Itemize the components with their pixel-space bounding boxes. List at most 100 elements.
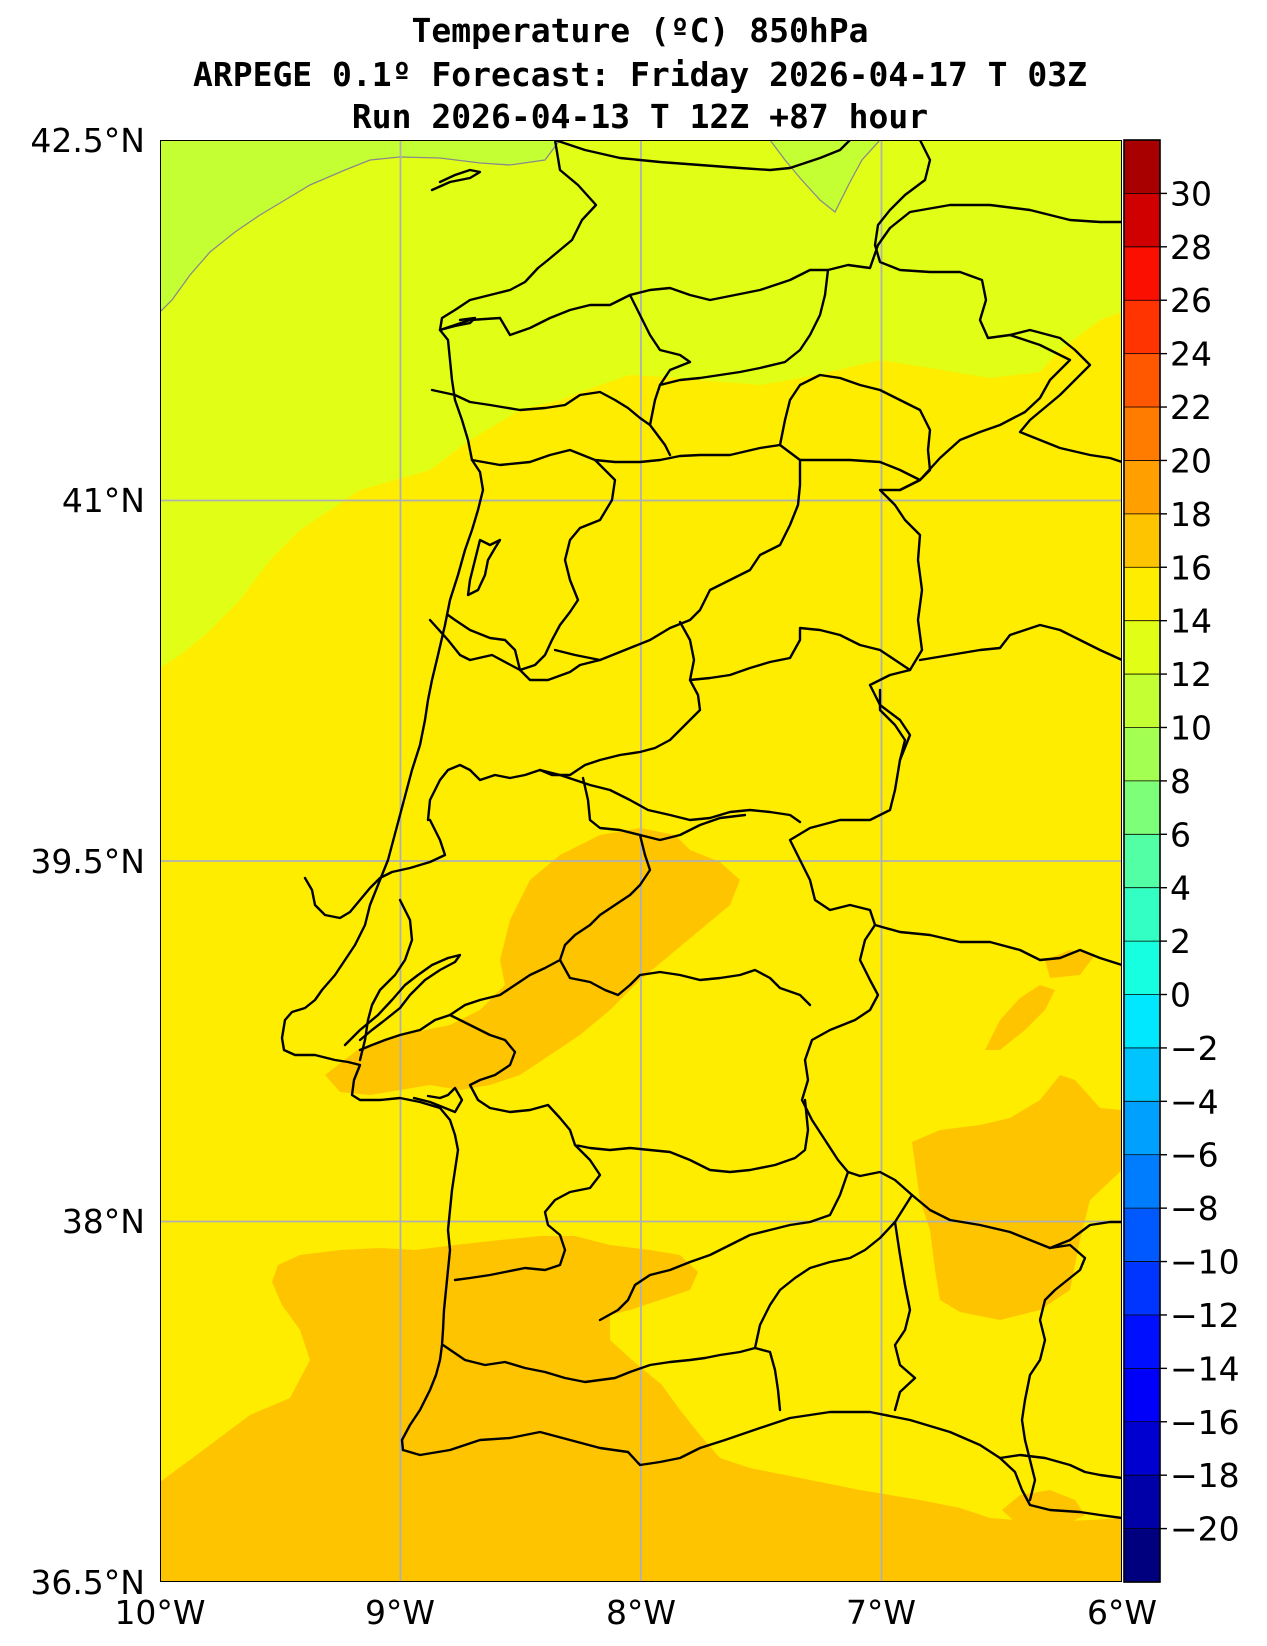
colorbar-tick-label: −14 — [1170, 1349, 1240, 1388]
title-line-3: Run 2026-04-13 T 12Z +87 hour — [352, 97, 928, 136]
colorbar-swatch — [1124, 407, 1160, 462]
lon-label-8w: 8°W — [606, 1593, 676, 1632]
colorbar-swatch — [1124, 994, 1160, 1049]
lon-label-9w: 9°W — [365, 1593, 435, 1632]
colorbar-swatch — [1124, 941, 1160, 996]
colorbar-tick-label: 30 — [1170, 174, 1212, 213]
longitude-labels: 10°W 9°W 8°W 7°W 6°W — [114, 1593, 1157, 1632]
colorbar-swatch — [1124, 1154, 1160, 1209]
colorbar-tick-label: 26 — [1170, 281, 1212, 320]
lat-label-42-5n: 42.5°N — [30, 121, 145, 160]
colorbar-swatch — [1124, 1528, 1160, 1583]
district-line-8 — [553, 458, 802, 662]
colorbar-swatch — [1124, 140, 1160, 195]
district-line-13 — [538, 768, 802, 824]
border-minho — [553, 140, 852, 172]
colorbar-tick-label: −20 — [1170, 1510, 1240, 1549]
colorbar-swatch — [1124, 1208, 1160, 1263]
colorbar-swatch — [1124, 780, 1160, 835]
district-line-24 — [893, 1220, 917, 1412]
district-line-4 — [470, 373, 932, 492]
colorbar-tick-label: −6 — [1170, 1136, 1219, 1175]
colorbar-swatch — [1124, 460, 1160, 515]
colorbar-swatch — [1124, 353, 1160, 408]
colorbar-swatch — [1124, 1368, 1160, 1423]
district-line-5 — [648, 423, 672, 457]
colorbar-tick-label: 4 — [1170, 869, 1191, 908]
colorbar-tick-label: 0 — [1170, 976, 1191, 1015]
colorbar-tick-label: −2 — [1170, 1029, 1219, 1068]
border-spain-extremadura-south — [873, 923, 1122, 967]
district-line-3 — [628, 293, 692, 387]
colorbar-swatch — [1124, 620, 1160, 675]
coast-minho-islands — [430, 168, 482, 192]
colorbar-tick-label: 8 — [1170, 762, 1191, 801]
lat-label-39-5n: 39.5°N — [30, 842, 145, 881]
temperature-band-14-16-east — [912, 1075, 1122, 1320]
colorbar-tick-label: 6 — [1170, 815, 1191, 854]
colorbar-tick-label: 2 — [1170, 922, 1191, 961]
colorbar-tick-label: −16 — [1170, 1403, 1240, 1442]
colorbar-swatch — [1124, 567, 1160, 622]
lon-label-10w: 10°W — [114, 1593, 205, 1632]
map-gridlines — [160, 140, 1122, 1582]
colorbar-swatch — [1124, 1047, 1160, 1102]
lat-label-41n: 41°N — [62, 481, 145, 520]
colorbar-frame — [1123, 139, 1161, 1583]
border-spain-north — [876, 203, 1122, 247]
colorbar-tick-label: −10 — [1170, 1243, 1240, 1282]
figure-title: Temperature (ºC) 850hPa ARPEGE 0.1º Fore… — [193, 11, 1087, 136]
coastline — [280, 140, 598, 1452]
colorbar-tick-label: −4 — [1170, 1082, 1219, 1121]
lon-label-7w: 7°W — [846, 1593, 916, 1632]
colorbar-swatch — [1124, 1421, 1160, 1476]
temperature-band-8-10 — [160, 140, 561, 313]
colorbar-tick-label: −8 — [1170, 1189, 1219, 1228]
colorbar-tick-label: 22 — [1170, 388, 1212, 427]
colorbar-tick-label: 14 — [1170, 602, 1212, 641]
border-spain-east-upper — [1008, 328, 1122, 464]
district-line-20 — [453, 1143, 602, 1282]
district-line-15 — [303, 818, 447, 920]
district-line-9 — [428, 618, 602, 682]
district-line-19 — [448, 1013, 810, 1174]
colorbar-tick-label: 24 — [1170, 335, 1212, 374]
district-line-10 — [426, 620, 702, 822]
district-line-12 — [878, 688, 907, 762]
colorbar-tick-label: −18 — [1170, 1456, 1240, 1495]
latitude-labels: 42.5°N 41°N 39.5°N 38°N 36.5°N — [30, 121, 145, 1602]
title-line-2: ARPEGE 0.1º Forecast: Friday 2026-04-17 … — [193, 55, 1087, 94]
colorbar-swatch — [1124, 1261, 1160, 1316]
lat-label-38n: 38°N — [62, 1202, 145, 1241]
colorbar-tick-label: 28 — [1170, 228, 1212, 267]
colorbar-swatch — [1124, 674, 1160, 729]
colorbar-tick-label: 10 — [1170, 708, 1212, 747]
border-spain-andalucia — [1048, 1220, 1122, 1250]
estuary-aveiro — [466, 538, 502, 597]
colorbar-tick-label: −12 — [1170, 1296, 1240, 1335]
coast-ria-north — [438, 316, 477, 332]
district-line-17 — [358, 898, 414, 1062]
colorbar-tick-label: 12 — [1170, 655, 1212, 694]
district-line-22 — [441, 1343, 782, 1412]
estuary-tejo — [343, 953, 462, 1047]
map-borders — [280, 140, 1122, 1520]
temperature-colorbar: −20−18−16−14−12−10−8−6−4−202468101214161… — [1123, 139, 1240, 1583]
district-line-18 — [358, 958, 562, 1052]
colorbar-tick-label: 16 — [1170, 548, 1212, 587]
title-line-1: Temperature (ºC) 850hPa — [412, 11, 869, 50]
colorbar-tick-label: 18 — [1170, 495, 1212, 534]
estuary-sado — [412, 1086, 464, 1114]
district-line-11 — [688, 626, 912, 682]
coastline-algarve — [401, 1410, 1122, 1520]
district-line-25 — [998, 1453, 1122, 1480]
colorbar-swatch — [1124, 246, 1160, 301]
colorbar-swatch — [1124, 727, 1160, 782]
colorbar-swatch — [1124, 300, 1160, 355]
district-line-16 — [558, 833, 812, 1007]
map-plot-area — [160, 140, 1122, 1582]
colorbar-swatch — [1124, 834, 1160, 889]
colorbar-swatch — [1124, 1475, 1160, 1530]
temperature-band-8-10-north — [769, 140, 881, 214]
